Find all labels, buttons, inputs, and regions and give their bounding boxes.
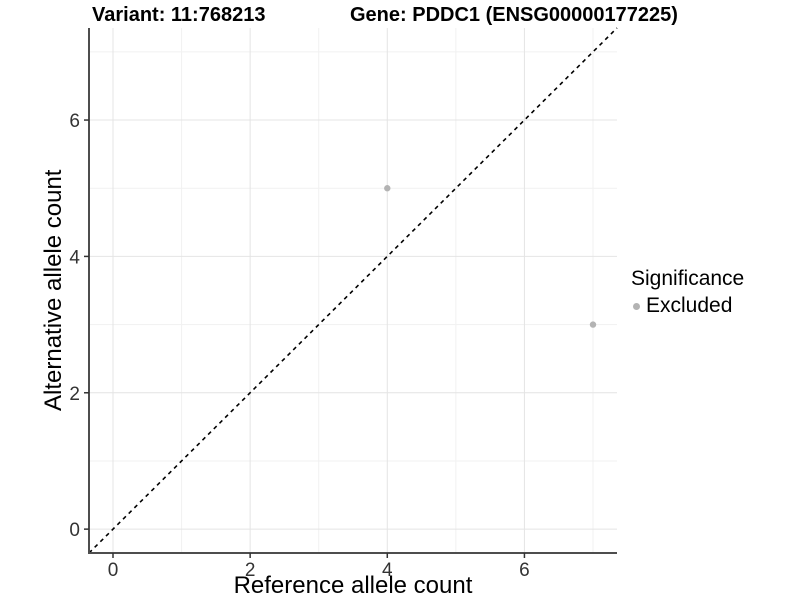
- svg-text:6: 6: [519, 560, 530, 581]
- plot-title-gene: Gene: PDDC1 (ENSG00000177225): [350, 4, 678, 26]
- plot-title-variant: Variant: 11:768213: [92, 4, 266, 26]
- svg-text:0: 0: [69, 520, 80, 541]
- svg-text:6: 6: [69, 111, 80, 132]
- y-axis-title: Alternative allele count: [40, 169, 67, 412]
- svg-text:4: 4: [69, 247, 80, 268]
- svg-text:2: 2: [245, 560, 256, 581]
- svg-text:4: 4: [382, 560, 393, 581]
- legend-item-label: Excluded: [646, 294, 733, 317]
- legend-title: Significance: [631, 267, 745, 290]
- legend: Significance Excluded: [631, 267, 796, 318]
- legend-item-excluded: Excluded: [633, 294, 796, 318]
- legend-key-dot-icon: [633, 302, 640, 310]
- svg-text:2: 2: [69, 384, 80, 405]
- x-axis-title: Reference allele count: [233, 572, 473, 599]
- svg-text:0: 0: [108, 560, 119, 581]
